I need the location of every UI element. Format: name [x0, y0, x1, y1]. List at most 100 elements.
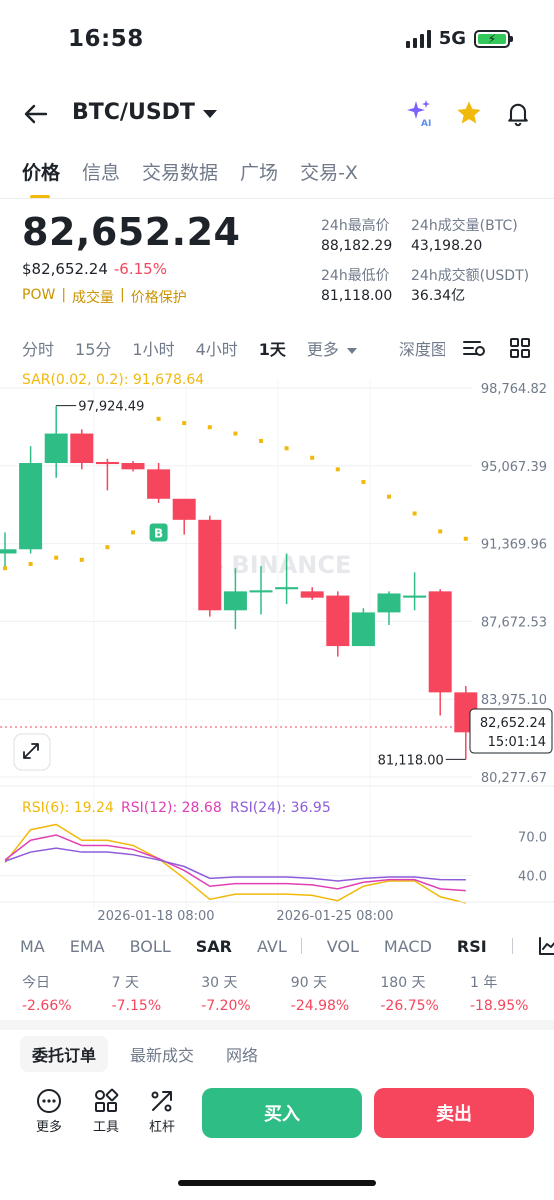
- section-divider: [0, 1020, 554, 1030]
- timeframe-bar: 分时 15分 1小时 4小时 1天 更多 深度图: [22, 336, 542, 360]
- layout-grid-icon[interactable]: [509, 337, 531, 359]
- ind-ma[interactable]: MA: [20, 936, 45, 956]
- ind-sar[interactable]: SAR: [195, 936, 232, 956]
- more-button[interactable]: 更多: [29, 1086, 69, 1135]
- stat-value-low: 81,118.00: [321, 288, 393, 304]
- indicator-chart-icon[interactable]: [538, 936, 554, 956]
- tools-label: 工具: [92, 1120, 119, 1135]
- ind-macd[interactable]: MACD: [383, 936, 432, 956]
- tab-trade-x[interactable]: 交易-X: [300, 162, 358, 184]
- indicator-divider: [511, 938, 513, 954]
- sell-button[interactable]: 卖出: [374, 1088, 534, 1138]
- tab-open-orders[interactable]: 委托订单: [20, 1036, 109, 1072]
- rsi-tick-label: 70.0: [518, 830, 547, 845]
- candle-body: [326, 595, 350, 647]
- perf-90d: 90 天 -24.98%: [291, 972, 377, 1014]
- candle-body: [300, 591, 324, 598]
- perf-today: 今日 -2.66%: [22, 972, 108, 1014]
- caret-down-icon: [202, 110, 217, 118]
- tab-latest-trades[interactable]: 最新成交: [130, 1046, 195, 1065]
- tools-button[interactable]: 工具: [86, 1086, 126, 1135]
- candle-body: [403, 595, 427, 598]
- y-tick-label: 98,764.82: [481, 382, 547, 397]
- last-price: 82,652.24: [22, 210, 241, 254]
- bell-icon[interactable]: [503, 98, 533, 128]
- tf-line[interactable]: 分时: [22, 340, 55, 359]
- current-price-label: 82,652.24: [480, 716, 546, 731]
- tag-price-protection[interactable]: 价格保护: [130, 290, 187, 306]
- tag-list: POW | 成交量 | 价格保护: [22, 287, 187, 306]
- y-tick-label: 95,067.39: [481, 460, 547, 475]
- sar-dot: [438, 529, 443, 534]
- low-marker-label: 81,118.00: [378, 753, 444, 768]
- buy-button[interactable]: 买入: [202, 1088, 362, 1138]
- candle-body: [351, 612, 375, 647]
- perf-1y: 1 年 -18.95%: [470, 972, 532, 1014]
- back-arrow-icon[interactable]: [22, 100, 50, 128]
- candle-body: [223, 591, 247, 611]
- countdown-label: 15:01:14: [488, 735, 546, 750]
- perf-label: 180 天: [380, 975, 426, 991]
- stat-value-volume: 43,198.20: [411, 238, 483, 254]
- chart-settings-icon[interactable]: [461, 337, 487, 359]
- ind-rsi[interactable]: RSI: [456, 936, 487, 956]
- perf-label: 1 年: [469, 975, 498, 991]
- tf-1h[interactable]: 1小时: [132, 340, 175, 359]
- rsi-tick-label: 40.0: [518, 870, 547, 885]
- tf-4h[interactable]: 4小时: [195, 340, 238, 359]
- price-change: -6.15%: [113, 260, 167, 278]
- stats-col-2: 24h成交量(BTC) 43,198.20 24h成交额(USDT) 36.34…: [411, 216, 529, 306]
- leverage-button[interactable]: 杠杆: [142, 1086, 182, 1135]
- tools-grid-icon: [95, 1088, 119, 1112]
- more-label: 更多: [35, 1120, 62, 1135]
- tab-network[interactable]: 网络: [226, 1046, 259, 1065]
- price-usd: $82,652.24: [22, 260, 108, 278]
- tab-trading-data[interactable]: 交易数据: [142, 162, 219, 184]
- tf-depth[interactable]: 深度图: [398, 340, 445, 359]
- status-indicators: 5G ⚡: [405, 28, 513, 49]
- ind-boll[interactable]: BOLL: [129, 936, 171, 956]
- sar-dot: [54, 555, 59, 560]
- perf-label: 7 天: [111, 975, 139, 991]
- tab-square[interactable]: 广场: [240, 162, 279, 184]
- tf-more-label: 更多: [306, 340, 339, 359]
- ind-avl[interactable]: AVL: [256, 936, 287, 956]
- tag-volume[interactable]: 成交量: [72, 290, 115, 306]
- price-subline: $82,652.24 -6.15%: [22, 260, 167, 278]
- tag-pow[interactable]: POW: [22, 287, 56, 303]
- ind-vol[interactable]: VOL: [326, 936, 359, 956]
- sar-dot: [284, 446, 289, 451]
- perf-value: -24.98%: [290, 998, 350, 1014]
- sar-dot: [387, 494, 391, 499]
- candle-body: [70, 433, 94, 464]
- x-axis-label: 2026-01-18 08:00: [97, 909, 214, 924]
- tf-more[interactable]: 更多: [307, 336, 378, 360]
- stat-label-high: 24h最高价: [321, 218, 390, 234]
- sar-dot: [310, 455, 315, 460]
- ind-ema[interactable]: EMA: [69, 936, 105, 956]
- rsi-line-rsi12: [4, 834, 466, 892]
- stat-value-turnover: 36.34亿: [411, 288, 466, 304]
- rsi-line-rsi6: [4, 823, 466, 904]
- candle-body: [428, 591, 452, 693]
- candle-body: [44, 433, 68, 464]
- indicator-divider: [300, 938, 302, 954]
- candlestick-chart[interactable]: 98,764.82 95,067.39 91,369.96 87,672.53 83,9…: [0, 380, 554, 926]
- tf-15m[interactable]: 15分: [75, 340, 112, 359]
- pair-selector[interactable]: BTC/USDT: [72, 100, 217, 125]
- sar-dot: [412, 511, 417, 516]
- perf-value: -2.66%: [22, 998, 72, 1014]
- dropdown-icon: [346, 347, 357, 354]
- sar-dot: [259, 438, 263, 443]
- buy-signal-label: B: [154, 526, 163, 540]
- stat-label-turnover: 24h成交额(USDT): [411, 268, 530, 284]
- favorite-star-icon[interactable]: [454, 98, 484, 128]
- pair-header: BTC/USDT AI: [0, 92, 554, 136]
- tab-price[interactable]: 价格: [22, 158, 60, 199]
- ai-sparkle-icon[interactable]: AI: [404, 98, 434, 128]
- sar-dot: [335, 467, 340, 472]
- tab-info[interactable]: 信息: [82, 162, 121, 184]
- candle-body: [19, 463, 43, 550]
- tf-1d[interactable]: 1天: [258, 340, 286, 359]
- stats-col-1: 24h最高价 88,182.29 24h最低价 81,118.00: [321, 216, 392, 306]
